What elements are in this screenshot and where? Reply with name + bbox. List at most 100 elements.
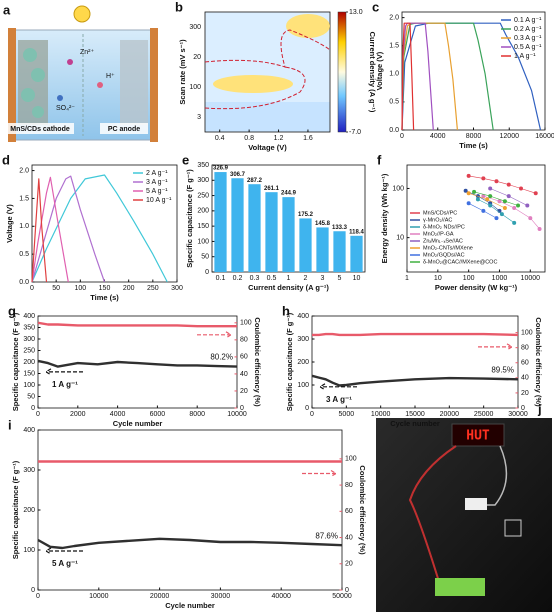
marker — [475, 197, 480, 202]
y2-tick-label: 40 — [521, 375, 529, 382]
y2-tick-label: 0 — [521, 405, 525, 412]
y2-axis-label: Coulombic efficiency (%) — [534, 317, 543, 407]
value-label: 175.2 — [298, 212, 314, 218]
wire — [470, 445, 508, 506]
marker — [481, 176, 486, 181]
panel-label: j — [537, 401, 542, 416]
y2-tick-label: 80 — [345, 482, 353, 489]
marker — [512, 206, 517, 211]
marker — [525, 203, 530, 208]
x-tick-label: 15000 — [405, 411, 425, 418]
y2-tick-label: 20 — [345, 561, 353, 568]
x-tick-label: 150 — [99, 285, 111, 292]
x-axis-label: Cycle number — [390, 419, 440, 428]
marker — [481, 208, 486, 213]
value-label: 287.2 — [247, 178, 263, 184]
legend-label: MnO₂//P-GA — [423, 231, 454, 237]
clip — [504, 519, 522, 537]
legend-label: MnO₂-CNTs//MXene — [423, 245, 473, 251]
y-axis-label: Specific capacitance (F g⁻¹) — [285, 312, 294, 411]
y2-tick-label: 60 — [240, 354, 248, 361]
x-tick-label: 0.3 — [250, 275, 260, 282]
marker — [488, 186, 493, 191]
x-tick-label: 30000 — [211, 593, 231, 600]
y2-tick-label: 40 — [345, 534, 353, 541]
x-tick-label: 10 — [434, 275, 442, 282]
marker — [466, 173, 471, 178]
colorbar-label: Current density (A g⁻¹) — [368, 32, 377, 113]
x-tick-label: 12000 — [500, 133, 520, 140]
series-line — [31, 174, 168, 283]
ion-label: SO₄²⁻ — [56, 105, 75, 112]
wall — [8, 28, 16, 142]
bar — [333, 231, 346, 272]
x-tick-label: 50000 — [332, 593, 352, 600]
series-line — [31, 175, 106, 283]
x-tick-label: 25000 — [474, 411, 494, 418]
x-tick-label: 10000 — [227, 411, 247, 418]
x-tick-label: 3 — [321, 275, 325, 282]
x-tick-label: 8000 — [466, 133, 482, 140]
legend-label: 0.2 A g⁻¹ — [514, 26, 542, 33]
y2-tick-label: 20 — [521, 390, 529, 397]
marker — [494, 216, 499, 221]
x-tick-label: 0.2 — [233, 275, 243, 282]
annotation: 87.6% — [315, 531, 338, 540]
panel-label: h — [282, 303, 290, 318]
marker — [533, 191, 538, 196]
series-line — [483, 195, 540, 230]
series-line — [31, 176, 69, 283]
bar — [231, 178, 244, 272]
marker — [512, 220, 517, 225]
y-tick-label: 2.0 — [19, 167, 29, 174]
y2-tick-label: 60 — [521, 360, 529, 367]
marker — [485, 197, 490, 202]
y-axis-label: Voltage (V) — [5, 204, 14, 243]
x-tick-label: 1000 — [492, 275, 508, 282]
arrow — [197, 331, 233, 339]
x-tick-label: 20000 — [150, 593, 170, 600]
label-bg — [100, 123, 148, 134]
series-line — [465, 190, 500, 212]
y-tick-label: 300 — [23, 336, 35, 343]
marker — [466, 201, 471, 206]
value-label: 306.7 — [230, 172, 246, 178]
x-tick-label: 0 — [400, 133, 404, 140]
legend-label: MnS/CDs//PC — [423, 210, 457, 216]
x-tick-label: 1.6 — [303, 135, 313, 142]
x-tick-label: 0 — [30, 285, 34, 292]
y-tick-label: 2.0 — [389, 14, 399, 21]
y-tick-label: 1.5 — [389, 43, 399, 50]
x-tick-label: 8000 — [189, 411, 205, 418]
x-tick-label: 2 — [304, 275, 308, 282]
y2-tick-label: 0 — [345, 587, 349, 594]
y-tick-label: 200 — [297, 359, 309, 366]
y-tick-label: 0 — [305, 405, 309, 412]
x-tick-label: 250 — [147, 285, 159, 292]
value-label: 326.9 — [213, 166, 229, 172]
series-line — [401, 22, 415, 131]
arrow — [478, 343, 514, 351]
x-tick-label: 20000 — [440, 411, 460, 418]
device — [465, 498, 487, 510]
y2-axis-label: Coulombic efficiency (%) — [253, 317, 262, 407]
y-tick-label: 100 — [392, 185, 404, 192]
marker — [528, 216, 533, 221]
heat-cold — [205, 102, 330, 132]
value-label: 145.8 — [315, 221, 331, 227]
plot-frame — [406, 164, 546, 273]
x-tick-label: 100 — [463, 275, 475, 282]
x-tick-label: 6000 — [150, 411, 166, 418]
ion — [97, 82, 103, 88]
x-tick-label: 0 — [36, 593, 40, 600]
legend-label: 10 A g⁻¹ — [146, 197, 172, 204]
panel-label: g — [8, 303, 16, 318]
y-tick-label: 10 — [396, 234, 404, 241]
legend-label: 0.5 A g⁻¹ — [514, 44, 542, 51]
x-axis-label: Cycle number — [113, 419, 163, 428]
y-tick-label: 200 — [197, 208, 209, 215]
y-tick-label: 200 — [23, 507, 35, 514]
y-tick-label: 100 — [297, 382, 309, 389]
y-tick-label: 150 — [197, 223, 209, 230]
y2-tick-label: 80 — [521, 345, 529, 352]
